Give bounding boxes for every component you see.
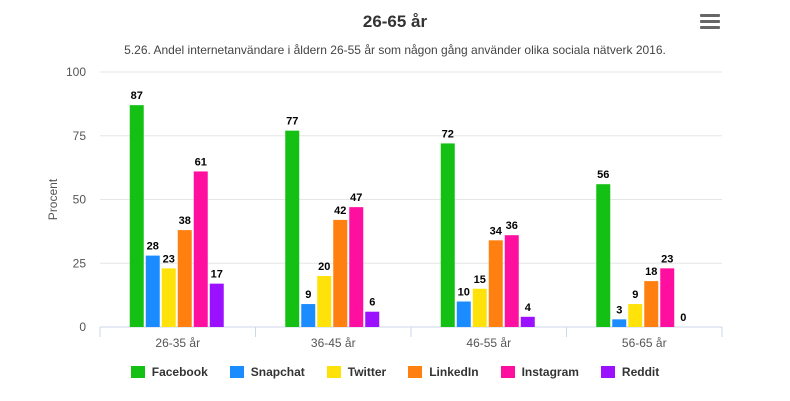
bar-reddit (365, 311, 380, 327)
data-label: 10 (458, 287, 470, 299)
legend-item-instagram[interactable]: Instagram (500, 365, 579, 379)
data-label: 4 (525, 302, 532, 314)
legend-item-twitter[interactable]: Twitter (326, 365, 387, 379)
bar-instagram (193, 171, 208, 327)
chart-subtitle: 5.26. Andel internetanvändare i åldern 2… (124, 43, 666, 57)
bar-instagram (349, 207, 364, 327)
data-label: 15 (474, 274, 486, 286)
legend-item-snapchat[interactable]: Snapchat (229, 365, 305, 379)
data-label: 0 (680, 312, 686, 324)
y-tick-label: 100 (66, 65, 86, 79)
legend-swatch (130, 366, 145, 378)
bar-reddit (520, 316, 535, 327)
bar-instagram (660, 268, 675, 327)
bar-instagram (504, 235, 519, 327)
data-label: 47 (350, 192, 362, 204)
bar-linkedin (177, 230, 192, 327)
legend-label: Facebook (151, 365, 208, 379)
bar-snapchat (612, 319, 627, 327)
legend-label: Snapchat (250, 365, 305, 379)
data-label: 61 (195, 156, 207, 168)
data-label: 38 (179, 215, 191, 227)
x-tick-label: 46-55 år (466, 336, 511, 350)
data-label: 17 (211, 269, 223, 281)
data-label: 36 (506, 220, 518, 232)
y-axis-title: Procent (46, 178, 60, 220)
data-label: 77 (286, 116, 298, 128)
bar-twitter (628, 304, 643, 327)
legend-item-facebook[interactable]: Facebook (130, 365, 208, 379)
bar-twitter (472, 288, 487, 327)
bar-linkedin (488, 240, 503, 327)
data-label: 72 (442, 128, 454, 140)
data-label: 87 (131, 90, 143, 102)
hamburger-menu-icon[interactable] (700, 14, 720, 30)
data-label: 3 (616, 304, 622, 316)
y-tick-label: 75 (73, 129, 87, 143)
bar-twitter (317, 276, 332, 327)
bar-snapchat (456, 301, 471, 327)
bar-linkedin (644, 281, 659, 327)
bar-facebook (129, 105, 144, 328)
legend-item-reddit[interactable]: Reddit (600, 365, 660, 379)
legend-label: Reddit (621, 365, 660, 379)
chart-title: 26-65 år (362, 12, 428, 31)
data-label: 18 (645, 266, 657, 278)
data-label: 42 (334, 205, 346, 217)
data-label: 23 (163, 253, 175, 265)
data-label: 20 (318, 261, 330, 273)
legend-label: Twitter (347, 365, 387, 379)
legend-label: Instagram (521, 365, 579, 379)
bar-twitter (161, 268, 176, 327)
x-tick-label: 26-35 år (155, 336, 200, 350)
data-label: 9 (632, 289, 638, 301)
y-tick-label: 0 (79, 320, 86, 334)
bar-reddit (209, 283, 224, 327)
legend-swatch (600, 366, 615, 378)
data-label: 34 (490, 225, 503, 237)
x-tick-label: 56-65 år (622, 336, 667, 350)
legend-swatch (500, 366, 515, 378)
bar-facebook (596, 184, 611, 327)
legend-swatch (408, 366, 423, 378)
data-label: 28 (147, 241, 159, 253)
data-label: 6 (369, 297, 375, 309)
legend: Facebook Snapchat Twitter LinkedIn Instagram… (0, 365, 790, 379)
bar-linkedin (333, 219, 348, 327)
y-tick-label: 25 (73, 256, 87, 270)
data-label: 56 (597, 169, 609, 181)
x-tick-label: 36-45 år (311, 336, 356, 350)
data-label: 23 (661, 253, 673, 265)
legend-label: LinkedIn (429, 365, 479, 379)
bar-snapchat (301, 304, 316, 327)
data-label: 9 (305, 289, 311, 301)
legend-swatch (229, 366, 244, 378)
legend-swatch (326, 366, 341, 378)
legend-item-linkedin[interactable]: LinkedIn (408, 365, 479, 379)
bar-facebook (440, 143, 455, 327)
y-tick-label: 50 (73, 193, 87, 207)
bar-facebook (285, 130, 300, 327)
bar-snapchat (145, 255, 160, 327)
